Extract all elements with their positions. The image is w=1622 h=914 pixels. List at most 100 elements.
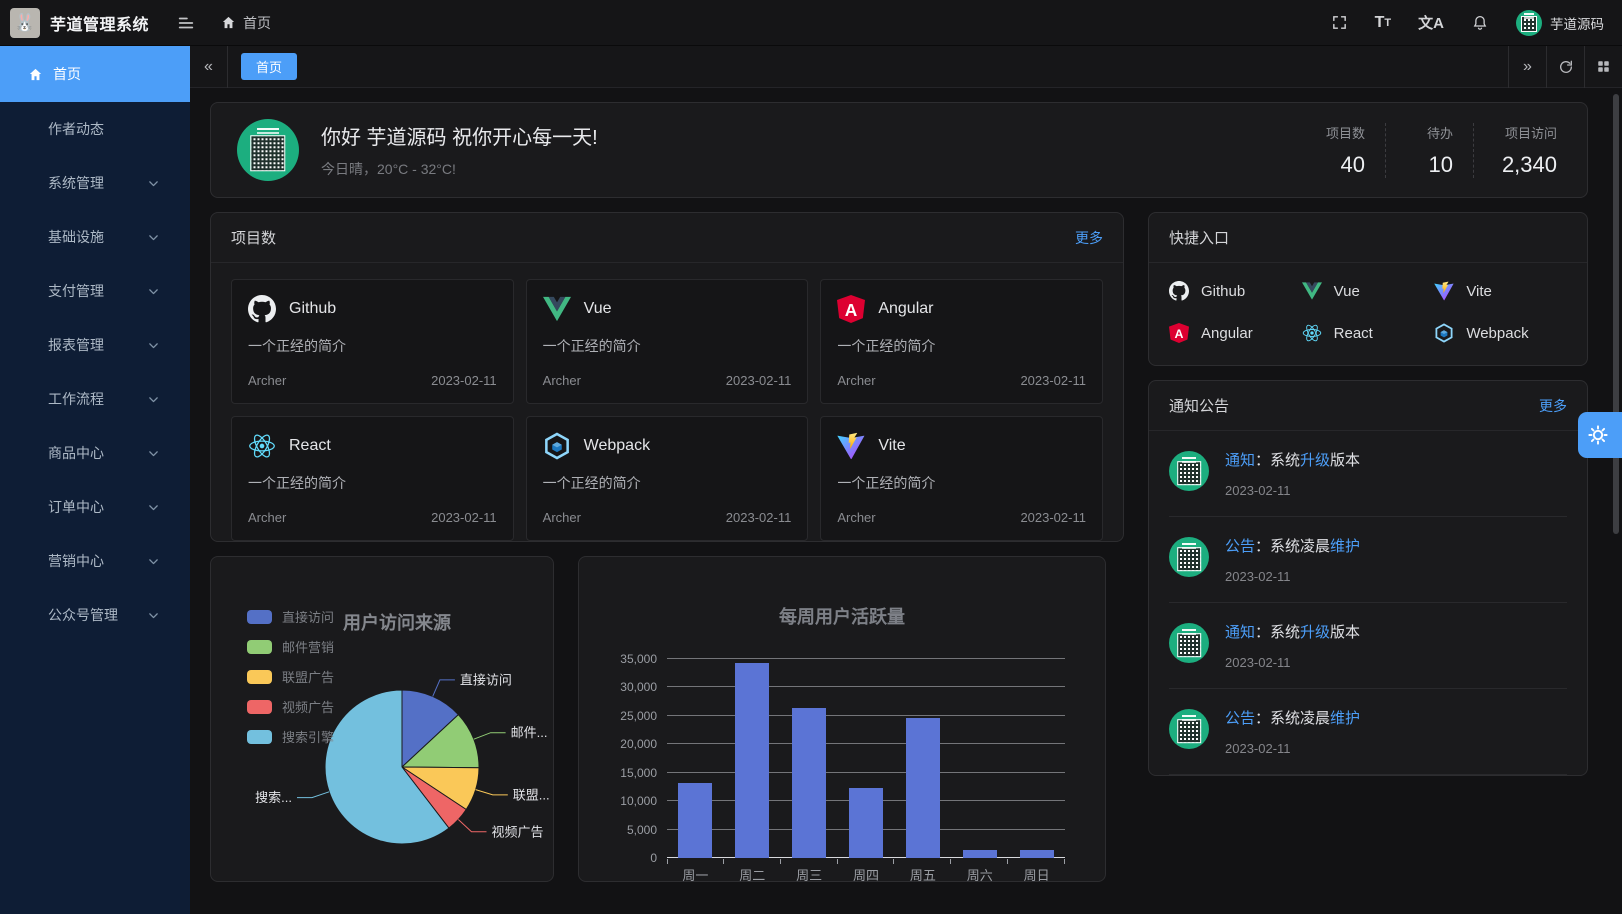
sidebar-item-label: 系统管理 <box>48 175 104 191</box>
settings-button[interactable] <box>1578 412 1622 458</box>
x-tick-label: 周六 <box>966 868 993 883</box>
notice-title: 公告：系统凌晨维护 <box>1225 538 1361 555</box>
projects-more-link[interactable]: 更多 <box>1075 229 1103 246</box>
y-tick-label: 5,000 <box>626 822 657 837</box>
notice-list: 通知：系统升级版本 2023-02-11 公告：系统凌晨维护 2023-02-11 通知… <box>1149 431 1587 775</box>
svg-text:A: A <box>1175 327 1184 341</box>
notice-date: 2023-02-11 <box>1225 655 1291 670</box>
project-card-webpack[interactable]: Webpack 一个正经的简介 Archer 2023-02-11 <box>525 416 809 541</box>
y-tick-label: 15,000 <box>620 765 657 780</box>
sidebar-item-workflow[interactable]: 工作流程 <box>0 372 190 426</box>
bell-icon[interactable] <box>1471 14 1489 32</box>
shortcut-angular[interactable]: A Angular <box>1169 317 1302 349</box>
refresh-icon[interactable] <box>1546 45 1584 88</box>
locale-icon[interactable]: 文A <box>1418 15 1444 32</box>
legend-chip <box>247 639 272 654</box>
project-date: 2023-02-11 <box>431 373 497 388</box>
sidebar-item-order-center[interactable]: 订单中心 <box>0 480 190 534</box>
stat-value: 40 <box>1340 151 1365 177</box>
project-card-vite[interactable]: Vite 一个正经的简介 Archer 2023-02-11 <box>820 416 1103 541</box>
shortcut-react[interactable]: React <box>1302 317 1435 349</box>
notice-item-2[interactable]: 通知：系统升级版本 2023-02-11 <box>1169 603 1567 689</box>
x-tick-label: 周日 <box>1023 868 1050 883</box>
scrollbar-track <box>1611 88 1619 914</box>
legend-label: 直接访问 <box>282 610 335 625</box>
shortcut-webpack[interactable]: Webpack <box>1434 317 1567 349</box>
notice-date: 2023-02-11 <box>1225 741 1291 756</box>
sidebar-item-author-dynamics[interactable]: 作者动态 <box>0 102 190 156</box>
project-name: React <box>289 437 331 454</box>
notice-item-1[interactable]: 公告：系统凌晨维护 2023-02-11 <box>1169 517 1567 603</box>
bar-band: 周四 <box>838 659 895 883</box>
pie-slice <box>401 689 460 769</box>
project-author: Archer <box>248 373 287 388</box>
sidebar-item-home[interactable]: 首页 <box>0 46 190 102</box>
chevron-down-icon <box>147 609 160 622</box>
shortcut-github[interactable]: Github <box>1169 275 1302 307</box>
legend-item[interactable]: 直接访问 <box>247 607 334 626</box>
fullscreen-icon[interactable] <box>1331 14 1348 31</box>
notice-item-3[interactable]: 公告：系统凌晨维护 2023-02-11 <box>1169 689 1567 775</box>
legend-item[interactable]: 联盟广告 <box>247 667 334 686</box>
sidebar-item-marketing-center[interactable]: 营销中心 <box>0 534 190 588</box>
chevron-down-icon <box>147 177 160 190</box>
project-card-github[interactable]: Github 一个正经的简介 Archer 2023-02-11 <box>231 279 514 404</box>
notice-avatar <box>1169 451 1209 491</box>
notices-more-link[interactable]: 更多 <box>1539 397 1567 414</box>
project-card-vue[interactable]: Vue 一个正经的简介 Archer 2023-02-11 <box>525 279 809 404</box>
project-author: Archer <box>837 373 876 388</box>
notice-item-0[interactable]: 通知：系统升级版本 2023-02-11 <box>1169 431 1567 517</box>
project-card-angular[interactable]: A Angular 一个正经的简介 Archer 2023-02-11 <box>820 279 1103 404</box>
bar <box>678 782 713 858</box>
breadcrumb-label: 首页 <box>243 14 272 31</box>
bar <box>905 717 940 858</box>
project-card-react[interactable]: React 一个正经的简介 Archer 2023-02-11 <box>231 416 514 541</box>
notice-avatar <box>1169 709 1209 749</box>
legend-item[interactable]: 视频广告 <box>247 697 334 716</box>
sidebar-item-payment-management[interactable]: 支付管理 <box>0 264 190 318</box>
shortcut-label: Github <box>1201 282 1246 300</box>
shortcut-vue[interactable]: Vue <box>1301 275 1435 307</box>
sidebar-item-report-management[interactable]: 报表管理 <box>0 318 190 372</box>
welcome-stats: 项目数 40 待办 10 项目访问 2,340 <box>1297 122 1561 178</box>
sidebar-item-system-management[interactable]: 系统管理 <box>0 156 190 210</box>
sidebar-item-label: 报表管理 <box>48 337 104 353</box>
pie-label: 视频广告 <box>492 824 544 839</box>
notices-title: 通知公告 <box>1169 398 1230 415</box>
project-desc: 一个正经的简介 <box>542 338 641 354</box>
notice-title: 通知：系统升级版本 <box>1225 624 1361 641</box>
bar-band: 周五 <box>894 659 952 883</box>
chevron-down-icon <box>147 393 160 406</box>
pie-chart-title: 用户访问来源 <box>343 613 451 633</box>
scrollbar-thumb[interactable] <box>1613 94 1619 534</box>
app-title: 芋道管理系统 <box>50 16 150 34</box>
tab-home[interactable]: 首页 <box>241 53 298 80</box>
bar <box>849 787 883 858</box>
bar <box>962 850 997 858</box>
sidebar-item-label: 首页 <box>53 66 81 82</box>
sidebar-item-infrastructure[interactable]: 基础设施 <box>0 210 190 264</box>
sidebar-item-label: 工作流程 <box>48 391 104 407</box>
sidebar-item-product-center[interactable]: 商品中心 <box>0 426 190 480</box>
shortcut-vite[interactable]: Vite <box>1434 275 1567 307</box>
legend-item[interactable]: 邮件营销 <box>247 637 334 656</box>
app-logo: 🐰 <box>10 7 40 38</box>
pie-chart-card: 直接访问 邮件营销 联盟广告 视频广告 搜索引擎 用户访问来源 直接访问 邮件... 联盟.… <box>210 556 554 882</box>
legend-item[interactable]: 搜索引擎 <box>247 727 334 746</box>
notice-title: 通知：系统升级版本 <box>1225 452 1361 469</box>
breadcrumb[interactable]: 首页 <box>221 13 271 33</box>
welcome-weather: 今日晴，20°C - 32°C! <box>321 161 456 177</box>
y-tick-label: 10,000 <box>620 794 657 809</box>
welcome-greeting: 你好 芋道源码 祝你开心每一天! <box>321 127 598 149</box>
webpack-icon <box>543 432 571 460</box>
x-tick-label: 周一 <box>682 868 709 883</box>
tabs-collapse-right-icon[interactable]: » <box>1508 45 1546 88</box>
grid-icon[interactable] <box>1584 45 1622 88</box>
user-menu[interactable]: 芋道源码 <box>1516 9 1604 36</box>
menu-fold-icon[interactable] <box>177 14 195 32</box>
sidebar-item-official-account[interactable]: 公众号管理 <box>0 588 190 642</box>
github-icon <box>248 295 276 323</box>
tabs-collapse-left-icon[interactable]: « <box>190 45 228 88</box>
chevron-down-icon <box>147 285 160 298</box>
